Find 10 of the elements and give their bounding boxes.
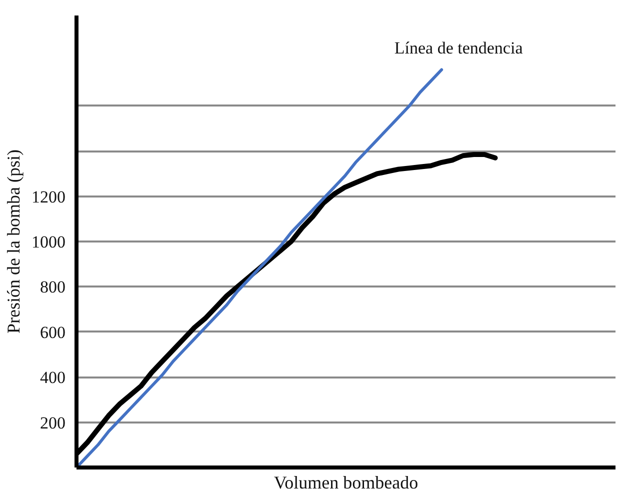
y-tick-label: 200 xyxy=(40,413,66,432)
y-tick-label: 400 xyxy=(40,368,66,388)
y-axis-title: Presión de la bomba (psi) xyxy=(4,150,24,334)
y-tick-label: 600 xyxy=(40,322,66,342)
series-label: Línea de tendencia xyxy=(394,38,524,58)
x-axis-title: Volumen bombeado xyxy=(274,472,418,492)
y-tick-label: 1000 xyxy=(32,232,66,252)
y-tick-label: 800 xyxy=(40,278,66,297)
line-series xyxy=(76,68,444,468)
y-tick-label: 1200 xyxy=(32,187,66,206)
